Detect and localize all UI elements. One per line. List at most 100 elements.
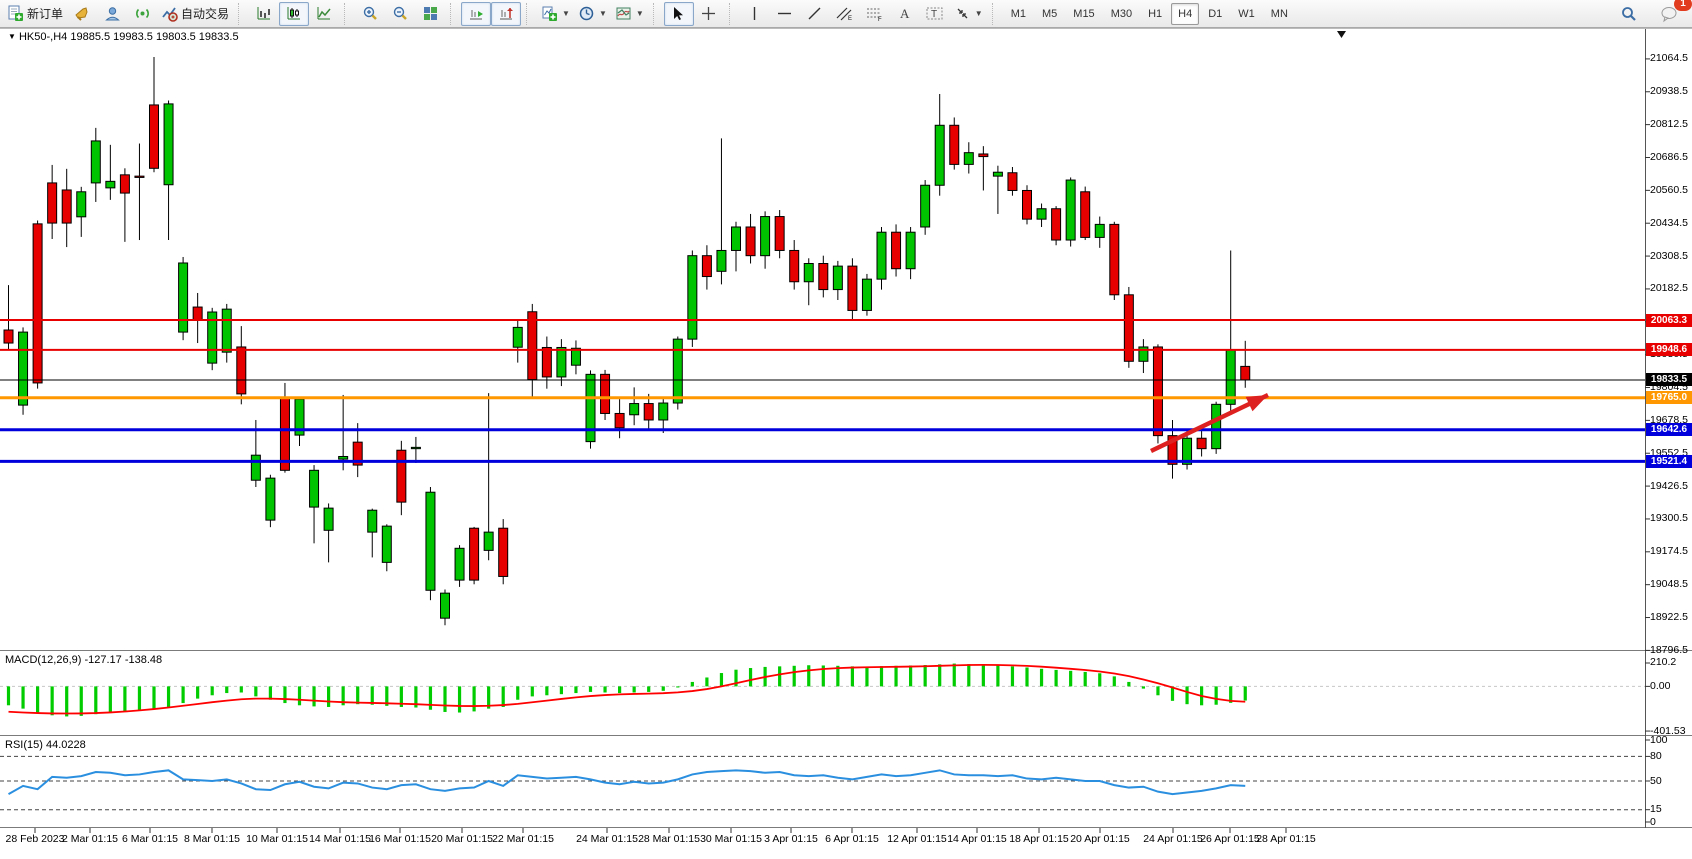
trendline-button[interactable] xyxy=(800,2,830,26)
shift-marker-icon[interactable] xyxy=(1337,31,1346,38)
market-watch-button[interactable] xyxy=(67,2,97,26)
tab-timeframe-M5[interactable]: M5 xyxy=(1042,7,1058,20)
autotrade-label: 自动交易 xyxy=(181,7,230,21)
fibonacci-icon: F xyxy=(865,5,884,22)
candle-body xyxy=(18,331,29,406)
chat-bubble-icon xyxy=(1660,5,1678,23)
candle-body xyxy=(265,477,276,521)
templates-button[interactable]: ▼ xyxy=(611,2,648,26)
tile-windows-button[interactable] xyxy=(415,2,445,26)
macd-signal-line xyxy=(8,664,1246,715)
candle-body xyxy=(570,347,581,366)
chart-background xyxy=(0,28,1692,859)
candle-body xyxy=(920,184,931,228)
fibonacci-button[interactable]: F xyxy=(860,2,890,26)
tab-timeframe-M30[interactable]: M30 xyxy=(1110,7,1133,20)
candle-body xyxy=(1036,208,1047,220)
candle-body xyxy=(731,226,741,251)
crosshair-icon xyxy=(700,5,717,22)
candle-body xyxy=(396,449,407,503)
candle-body xyxy=(410,446,421,450)
equidistant-channel-button[interactable]: E xyxy=(830,2,860,26)
chevron-down-icon: ▼ xyxy=(635,9,644,18)
toolbar-separator xyxy=(728,2,735,25)
tab-timeframe-H1[interactable]: H1 xyxy=(1148,7,1163,20)
candle-body xyxy=(1196,437,1207,450)
text-button[interactable]: A xyxy=(890,2,920,26)
community-button[interactable] xyxy=(97,2,127,26)
candle-body xyxy=(658,402,669,421)
svg-text:A: A xyxy=(900,6,910,21)
candle-body xyxy=(469,527,480,581)
candle-body xyxy=(221,308,232,353)
horizontal-line-icon xyxy=(776,5,793,22)
annotation-arrow-line[interactable] xyxy=(1150,392,1269,454)
candle-body xyxy=(3,329,14,344)
candle-body xyxy=(803,262,814,283)
tab-timeframe-MN[interactable]: MN xyxy=(1270,7,1288,20)
candle-body xyxy=(1167,435,1178,465)
notifications-button[interactable]: 1 xyxy=(1654,0,1692,26)
candle-body xyxy=(1138,346,1149,362)
chart-shift-button[interactable] xyxy=(491,1,522,26)
candle-body xyxy=(32,223,43,384)
arrows-button[interactable]: ▼ xyxy=(950,2,987,26)
trendline-icon xyxy=(806,5,823,22)
horizontal-line-button[interactable] xyxy=(770,2,800,26)
candle-body xyxy=(483,531,494,551)
candle-body xyxy=(207,311,218,364)
line-chart-icon xyxy=(316,5,333,22)
annotation-arrow-head[interactable] xyxy=(1245,388,1272,412)
new-order-button[interactable]: 新订单 xyxy=(3,2,67,26)
indicators-button[interactable]: ▼ xyxy=(537,2,574,26)
tab-timeframe-M1[interactable]: M1 xyxy=(1010,7,1026,20)
periods-button[interactable]: ▼ xyxy=(574,2,611,26)
zoom-in-button[interactable] xyxy=(355,2,385,26)
tab-timeframe-M15[interactable]: M15 xyxy=(1073,7,1095,20)
tab-timeframe-H4[interactable]: H4 xyxy=(1171,2,1200,25)
auto-scroll-button[interactable] xyxy=(461,1,492,26)
candle-body xyxy=(90,140,101,184)
signal-icon xyxy=(134,5,151,22)
cursor-button[interactable] xyxy=(663,1,694,26)
vertical-line-button[interactable] xyxy=(740,2,770,26)
candle-body xyxy=(76,191,87,218)
search-button[interactable] xyxy=(1614,2,1644,26)
toolbar-separator xyxy=(991,2,998,25)
zoom-in-icon xyxy=(362,5,379,22)
candle-body xyxy=(600,373,611,414)
candle-body xyxy=(1080,191,1091,238)
candle-body xyxy=(1109,223,1120,296)
candle-body xyxy=(629,403,640,416)
text-label-icon: T xyxy=(925,5,944,22)
candle-body xyxy=(832,265,843,291)
candle-body xyxy=(367,509,378,533)
candle-body xyxy=(818,262,829,291)
candle-body xyxy=(1022,189,1032,220)
candle-body xyxy=(789,249,800,283)
template-icon xyxy=(615,5,632,22)
text-label-button[interactable]: T xyxy=(920,2,950,26)
crosshair-button[interactable] xyxy=(694,2,724,26)
candle-body xyxy=(352,441,363,466)
candle-body xyxy=(716,249,727,272)
candle-body xyxy=(250,454,261,481)
candle-body xyxy=(745,226,756,257)
horn-icon xyxy=(74,5,91,22)
autotrade-button[interactable]: 自动交易 xyxy=(157,2,233,26)
line-chart-button[interactable] xyxy=(309,2,339,26)
signals-button[interactable] xyxy=(127,2,157,26)
zoom-out-button[interactable] xyxy=(385,2,415,26)
clock-icon xyxy=(578,5,595,22)
cursor-arrow-icon xyxy=(670,5,687,22)
toolbar-separator xyxy=(450,2,456,25)
candle-body xyxy=(236,346,247,395)
candle-body xyxy=(119,174,130,194)
bar-chart-button[interactable] xyxy=(249,2,279,26)
candle-body xyxy=(847,265,858,311)
tab-timeframe-W1[interactable]: W1 xyxy=(1238,7,1255,20)
candlestick-chart-button[interactable] xyxy=(279,1,310,26)
tab-timeframe-D1[interactable]: D1 xyxy=(1208,7,1223,20)
autotrade-icon xyxy=(161,5,178,22)
